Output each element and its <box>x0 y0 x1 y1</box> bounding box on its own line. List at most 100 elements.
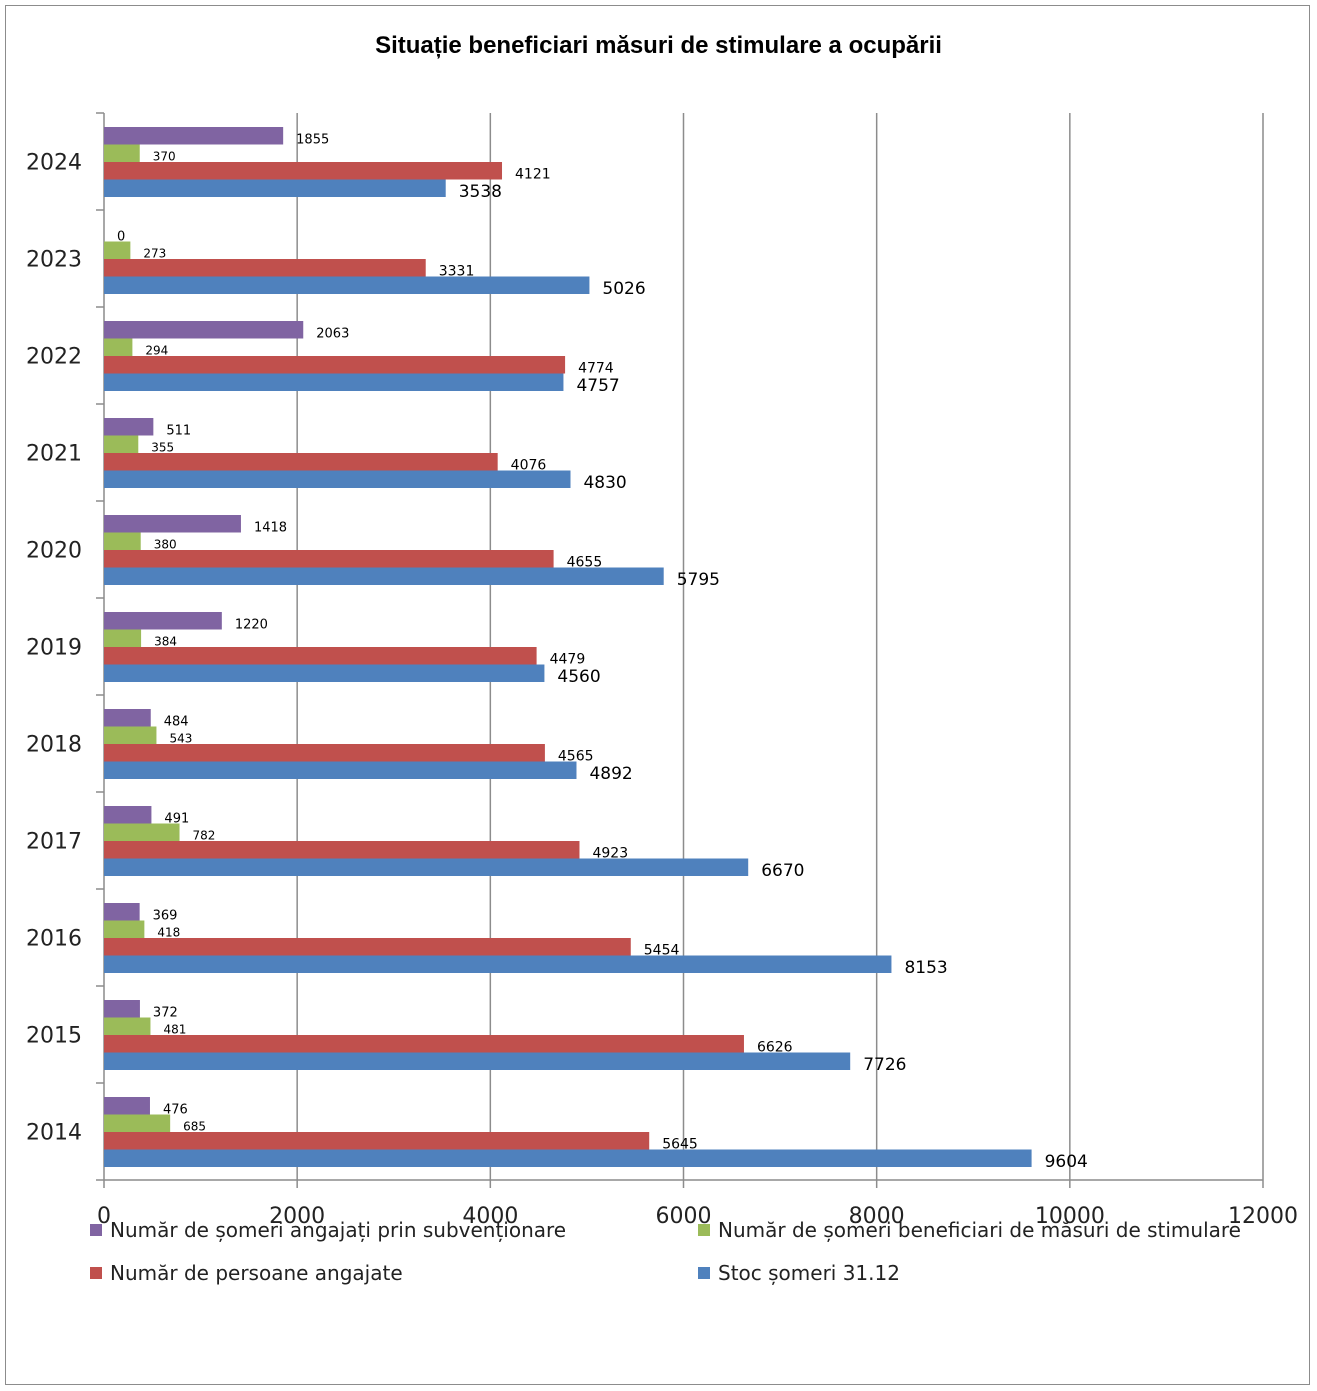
data-label: 491 <box>164 811 189 826</box>
bar <box>104 453 498 471</box>
bar <box>104 1000 140 1018</box>
legend-swatch <box>90 1224 102 1236</box>
bar <box>104 1017 151 1035</box>
bar <box>104 955 892 973</box>
bar <box>104 709 151 727</box>
data-label: 4923 <box>592 846 628 862</box>
bar <box>104 567 664 585</box>
data-label: 481 <box>163 1022 186 1036</box>
data-label: 4560 <box>557 667 600 687</box>
bar <box>104 550 554 568</box>
data-label: 7726 <box>863 1055 906 1075</box>
bar <box>104 1132 650 1150</box>
bar <box>104 338 133 356</box>
legend-item-persoane-angajate: Număr de persoane angajate <box>90 1261 403 1285</box>
legend-item-stoc-someri: Stoc șomeri 31.12 <box>698 1261 900 1285</box>
data-label: 4655 <box>567 555 603 571</box>
data-label: 4121 <box>515 167 551 183</box>
bar <box>104 858 749 876</box>
data-label: 355 <box>151 440 174 454</box>
bar <box>104 435 139 453</box>
y-tick-label: 2014 <box>26 1121 82 1146</box>
data-label: 1418 <box>254 520 287 535</box>
data-label: 4892 <box>589 764 632 784</box>
bar <box>104 744 545 762</box>
x-tick-label: 12000 <box>1228 1204 1298 1229</box>
y-tick-label: 2017 <box>26 830 82 855</box>
data-label: 294 <box>145 343 168 357</box>
chart-title: Situație beneficiari măsuri de stimulare… <box>375 32 942 59</box>
legend-item-subventionare: Număr de șomeri angajați prin subvențion… <box>90 1218 566 1242</box>
data-label: 4479 <box>550 652 586 668</box>
bar <box>104 1035 744 1053</box>
bar <box>104 664 545 682</box>
bar <box>104 418 154 436</box>
bar <box>104 470 571 488</box>
y-tick-label: 2022 <box>26 345 82 370</box>
bar <box>104 903 140 921</box>
y-tick-label: 2019 <box>26 636 82 661</box>
data-label: 2063 <box>316 326 349 341</box>
data-label: 685 <box>183 1119 206 1133</box>
data-label: 3538 <box>459 182 502 202</box>
y-tick-label: 2020 <box>26 539 82 564</box>
data-label: 543 <box>169 731 192 745</box>
legend-swatch <box>698 1224 710 1236</box>
data-label: 476 <box>163 1102 188 1117</box>
data-label: 372 <box>153 1005 178 1020</box>
x-tick-label: 10000 <box>1035 1204 1105 1229</box>
x-tick-label: 4000 <box>462 1204 518 1229</box>
data-label: 1220 <box>235 617 268 632</box>
data-label: 0 <box>117 229 125 244</box>
data-label: 384 <box>154 634 177 648</box>
y-tick-label: 2024 <box>26 151 82 176</box>
data-label: 370 <box>153 149 176 163</box>
y-tick-label: 2021 <box>26 442 82 467</box>
bar <box>104 1149 1032 1167</box>
data-label: 380 <box>154 537 177 551</box>
data-label: 4757 <box>576 376 619 396</box>
data-label: 5026 <box>602 279 645 299</box>
bar <box>104 515 241 533</box>
data-label: 484 <box>164 714 189 729</box>
data-label: 369 <box>153 908 178 923</box>
y-tick-label: 2023 <box>26 248 82 273</box>
x-tick-label: 2000 <box>269 1204 325 1229</box>
bar <box>104 373 564 391</box>
data-label: 511 <box>166 423 191 438</box>
data-label: 4565 <box>558 749 594 765</box>
bar <box>104 1097 150 1115</box>
bar <box>104 612 222 630</box>
bar <box>104 532 141 550</box>
bar <box>104 841 580 859</box>
data-label: 4774 <box>578 361 614 377</box>
bar <box>104 241 131 259</box>
y-tick-label: 2018 <box>26 733 82 758</box>
bar <box>104 761 577 779</box>
legend-item-stimulare: Număr de șomeri beneficiari de măsuri de… <box>698 1218 1241 1242</box>
legend-label: Stoc șomeri 31.12 <box>718 1261 900 1285</box>
bar <box>104 823 180 841</box>
data-label: 5454 <box>644 943 680 959</box>
bar <box>104 647 537 665</box>
bar <box>104 726 157 744</box>
bar <box>104 144 140 162</box>
data-label: 782 <box>193 828 216 842</box>
data-label: 6626 <box>757 1040 793 1056</box>
data-label: 4076 <box>511 458 547 474</box>
legend-label: Număr de șomeri angajați prin subvențion… <box>110 1218 567 1242</box>
data-label: 6670 <box>761 861 804 881</box>
bar <box>104 356 566 374</box>
data-label: 8153 <box>904 958 947 978</box>
data-label: 418 <box>157 925 180 939</box>
bar <box>104 179 446 197</box>
legend-swatch <box>698 1267 710 1279</box>
y-tick-label: 2016 <box>26 927 82 952</box>
data-label: 3331 <box>439 264 475 280</box>
legend-swatch <box>90 1267 102 1279</box>
bar <box>104 629 142 647</box>
x-tick-label: 8000 <box>849 1204 905 1229</box>
data-label: 1855 <box>296 132 329 147</box>
bar <box>104 1052 851 1070</box>
legend-label: Număr de șomeri beneficiari de măsuri de… <box>718 1218 1241 1242</box>
